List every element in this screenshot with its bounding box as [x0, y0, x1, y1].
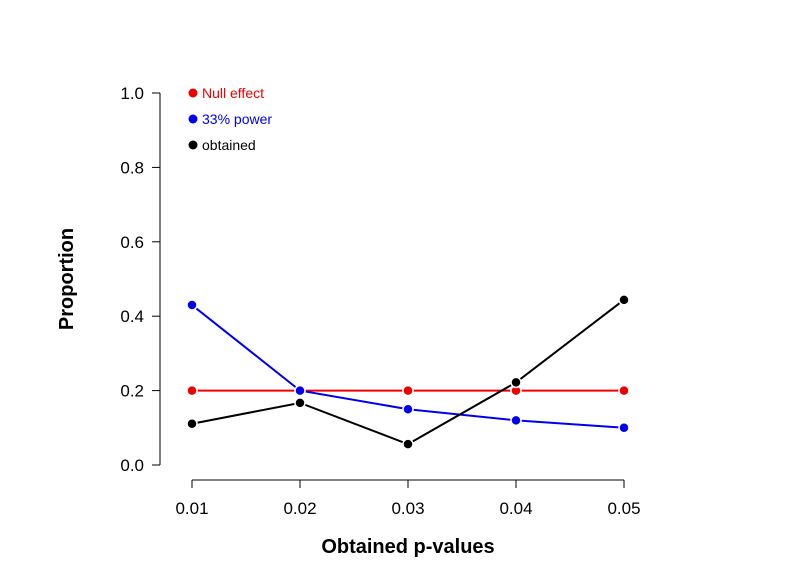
y-tick-label: 0.6 — [120, 233, 144, 252]
data-point-obtained — [186, 417, 198, 430]
x-axis-title: Obtained p-values — [321, 536, 494, 558]
data-point-obtained — [510, 376, 522, 389]
legend-label: obtained — [202, 137, 256, 153]
y-tick-label: 1.0 — [120, 84, 144, 103]
x-tick-label: 0.05 — [607, 499, 640, 518]
legend-label: Null effect — [202, 85, 264, 101]
axes: 0.0 0.2 0.4 0.6 0.8 1.0 0.01 0.02 0.03 0.04 0.05 — [120, 84, 640, 518]
legend-marker — [188, 140, 198, 150]
data-point-33-power — [618, 422, 630, 434]
data-point-null-effect — [618, 384, 630, 397]
legend-marker — [188, 88, 198, 98]
data-point-obtained — [294, 397, 306, 409]
y-tick-label: 0.0 — [120, 456, 144, 475]
y-tick-label: 0.4 — [120, 307, 144, 326]
x-ticks: 0.01 0.02 0.03 0.04 0.05 — [175, 480, 641, 518]
legend-item: 33% power — [188, 111, 272, 127]
data-point-obtained — [618, 294, 630, 306]
data-point-obtained — [402, 438, 414, 450]
data-point-33-power — [294, 384, 306, 397]
legend-label: 33% power — [202, 111, 272, 127]
x-tick-label: 0.03 — [391, 499, 424, 518]
data-point-33-power — [186, 299, 198, 311]
series-layer — [186, 294, 630, 450]
series-33-power — [186, 299, 630, 434]
series-obtained — [186, 294, 630, 450]
legend-item: obtained — [188, 137, 256, 153]
data-point-33-power — [402, 403, 414, 415]
legend-marker — [188, 114, 198, 124]
series-null-effect — [186, 384, 630, 397]
y-axis-title: Proportion — [56, 228, 78, 330]
data-point-null-effect — [402, 384, 414, 397]
x-tick-label: 0.04 — [499, 499, 532, 518]
y-ticks: 0.0 0.2 0.4 0.6 0.8 1.0 — [120, 84, 160, 475]
x-tick-label: 0.01 — [175, 499, 208, 518]
y-tick-label: 0.8 — [120, 158, 144, 177]
y-tick-label: 0.2 — [120, 382, 144, 401]
x-tick-label: 0.02 — [283, 499, 316, 518]
legend: Null effect 33% power obtained — [188, 85, 272, 153]
data-point-33-power — [510, 414, 522, 427]
data-point-null-effect — [186, 384, 198, 397]
legend-item: Null effect — [188, 85, 264, 101]
